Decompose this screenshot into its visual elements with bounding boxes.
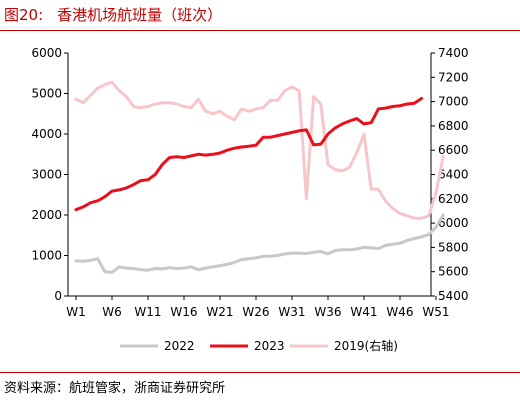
- right-tick-label: 6800: [438, 119, 469, 133]
- x-tick-label: W41: [350, 305, 377, 319]
- x-tick-label: W46: [386, 305, 413, 319]
- x-tick-label: W21: [206, 305, 233, 319]
- chart-series: [74, 80, 445, 274]
- x-tick-label: W31: [278, 305, 305, 319]
- x-tick-label: W6: [102, 305, 122, 319]
- x-tick-label: W51: [422, 305, 449, 319]
- figure-number: 图20:: [4, 6, 44, 24]
- right-tick-label: 5800: [438, 240, 469, 254]
- left-tick-label: 5000: [31, 87, 62, 101]
- right-tick-label: 6400: [438, 168, 469, 182]
- right-tick-label: 5400: [438, 289, 469, 303]
- line-chart: 0 1000 2000 3000 4000 5000 6000 5400 5600 5800 600…: [31, 46, 468, 353]
- legend-label-2: 2019(右轴): [334, 338, 398, 353]
- left-tick-label: 1000: [31, 249, 62, 263]
- x-tick-label: W16: [170, 305, 197, 319]
- left-tick-label: 3000: [31, 168, 62, 182]
- right-tick-label: 7000: [438, 95, 469, 109]
- series-line-2: [74, 80, 445, 220]
- chart-axes: 0 1000 2000 3000 4000 5000 6000 5400 5600 5800 600…: [31, 46, 468, 319]
- left-tick-label: 0: [54, 289, 62, 303]
- series-line-0: [74, 213, 445, 274]
- right-tick-label: 5600: [438, 265, 469, 279]
- left-tick-label: 2000: [31, 208, 62, 222]
- figure-title-text: 香港机场航班量（班次）: [57, 6, 223, 24]
- top-rule: [0, 30, 520, 31]
- bottom-rule: [0, 372, 520, 373]
- right-tick-label: 6600: [438, 143, 469, 157]
- right-tick-label: 6200: [438, 192, 469, 206]
- x-tick-label: W26: [242, 305, 269, 319]
- right-tick-label: 7400: [438, 46, 469, 60]
- chart-legend: 2022 2023 2019(右轴): [120, 338, 398, 353]
- series-line-1: [74, 96, 424, 212]
- left-tick-label: 6000: [31, 46, 62, 60]
- legend-label-0: 2022: [164, 339, 195, 353]
- right-tick-label: 6000: [438, 216, 469, 230]
- right-tick-label: 7200: [438, 70, 469, 84]
- x-tick-label: W1: [66, 305, 86, 319]
- source-note: 资料来源：航班管家，浙商证券研究所: [4, 381, 226, 396]
- figure-title: 图20: 香港机场航班量（班次）: [4, 0, 222, 30]
- legend-label-1: 2023: [254, 339, 285, 353]
- left-tick-label: 4000: [31, 127, 62, 141]
- x-tick-label: W36: [314, 305, 341, 319]
- x-tick-label: W11: [134, 305, 161, 319]
